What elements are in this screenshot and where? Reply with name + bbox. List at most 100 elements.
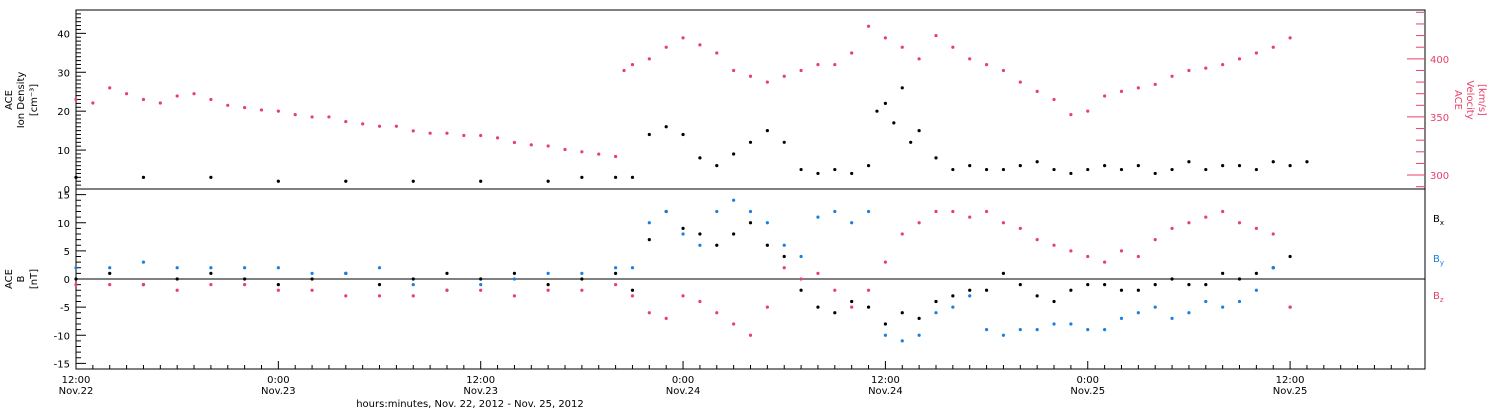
- b-x-point: [614, 271, 618, 275]
- density-point: [1271, 160, 1275, 164]
- legend-bz-sub: z: [1440, 296, 1444, 304]
- b-z-point: [1187, 221, 1191, 225]
- b-x-point: [1254, 271, 1258, 275]
- velocity-point: [141, 97, 146, 102]
- b-z-point: [445, 288, 449, 292]
- density-axis-label-2: Ion Density: [16, 72, 27, 129]
- velocity-point: [1035, 89, 1039, 93]
- density-point: [1170, 167, 1174, 172]
- density-point: [875, 109, 879, 113]
- b-x-point: [748, 221, 753, 225]
- velocity-point: [597, 152, 601, 156]
- density-point: [1305, 160, 1309, 164]
- b-y-point: [866, 209, 871, 214]
- velocity-point: [883, 36, 888, 40]
- velocity-point: [934, 33, 938, 38]
- density-point: [74, 175, 78, 179]
- b-x-point: [276, 283, 280, 287]
- velocity-point: [563, 147, 567, 152]
- b-y-point: [1237, 299, 1242, 304]
- b-z-point: [782, 266, 786, 270]
- density-tick-label: 0: [64, 185, 70, 196]
- velocity-point: [361, 122, 365, 126]
- velocity-point: [226, 103, 230, 107]
- density-point: [1119, 167, 1124, 172]
- b-z-point: [934, 209, 938, 214]
- x-tick-time-label: 0:00: [267, 375, 289, 386]
- density-point: [1237, 164, 1242, 168]
- density-point: [732, 152, 736, 156]
- b-y-point: [411, 283, 415, 287]
- b-x-point: [647, 238, 651, 242]
- b-y-series: [74, 198, 1292, 343]
- velocity-point: [1254, 51, 1258, 55]
- b-x-point: [74, 277, 78, 281]
- b-z-point: [664, 316, 668, 320]
- b-y-point: [344, 271, 348, 275]
- b-x-point: [951, 294, 955, 298]
- b-y-point: [984, 328, 989, 332]
- b-z-point: [816, 271, 820, 275]
- x-tick-time-label: 12:00: [466, 375, 495, 386]
- b-x-point: [479, 277, 483, 281]
- velocity-point: [445, 131, 449, 135]
- legend-bx-base: B: [1433, 214, 1440, 225]
- field-tick-label: 10: [57, 219, 70, 230]
- legend-bz: Bz: [1433, 291, 1444, 304]
- x-tick-date-label: Nov.22: [59, 386, 94, 397]
- b-x-point: [984, 288, 989, 292]
- density-axis-label-3: [cm⁻³]: [29, 84, 40, 116]
- b-y-point: [1136, 311, 1140, 315]
- b-z-point: [1069, 249, 1073, 253]
- density-point: [968, 164, 972, 168]
- legend-bx: Bx: [1433, 214, 1444, 227]
- density-point: [866, 164, 871, 168]
- b-y-point: [934, 311, 938, 315]
- b-x-point: [900, 311, 904, 315]
- velocity-point: [327, 115, 331, 119]
- b-z-point: [1170, 226, 1174, 230]
- b-x-point: [782, 254, 786, 259]
- velocity-point: [951, 45, 955, 49]
- density-point: [630, 175, 635, 179]
- b-x-point: [512, 271, 517, 275]
- b-y-point: [1001, 333, 1006, 337]
- x-tick-date-label: Nov.25: [1273, 386, 1308, 397]
- velocity-point: [850, 51, 854, 55]
- field-axis-label-3: [nT]: [29, 269, 40, 289]
- velocity-point: [866, 24, 871, 28]
- b-y-point: [276, 266, 280, 270]
- b-z-point: [1086, 254, 1090, 259]
- b-y-point: [1153, 305, 1157, 309]
- b-z-series: [74, 209, 1292, 337]
- b-y-point: [833, 209, 837, 214]
- density-point: [715, 164, 719, 168]
- b-z-point: [175, 288, 179, 292]
- b-y-point: [1035, 328, 1039, 332]
- b-z-point: [1119, 249, 1124, 253]
- velocity-point: [681, 36, 685, 40]
- x-tick-date-label: Nov.24: [868, 386, 903, 397]
- field-axis-label-1: ACE: [4, 269, 15, 289]
- b-z-point: [512, 294, 517, 298]
- density-point: [209, 175, 213, 179]
- density-point: [816, 171, 820, 176]
- velocity-point: [1221, 63, 1225, 67]
- b-x-point: [732, 232, 736, 236]
- velocity-point: [580, 150, 584, 154]
- velocity-point: [1136, 86, 1140, 90]
- velocity-point: [512, 140, 517, 145]
- field-tick-label: 15: [57, 191, 70, 202]
- velocity-point: [243, 106, 247, 110]
- density-point: [614, 175, 618, 179]
- b-z-point: [900, 232, 904, 236]
- field-tick-label: -15: [54, 359, 70, 370]
- field-tick-label: -5: [60, 303, 70, 314]
- legend-bz-base: B: [1433, 291, 1440, 302]
- b-x-point: [377, 283, 382, 287]
- density-point: [1204, 167, 1208, 172]
- b-y-point: [141, 260, 146, 264]
- velocity-point: [799, 68, 803, 73]
- density-point: [1187, 160, 1191, 164]
- legend-by-sub: y: [1440, 259, 1444, 267]
